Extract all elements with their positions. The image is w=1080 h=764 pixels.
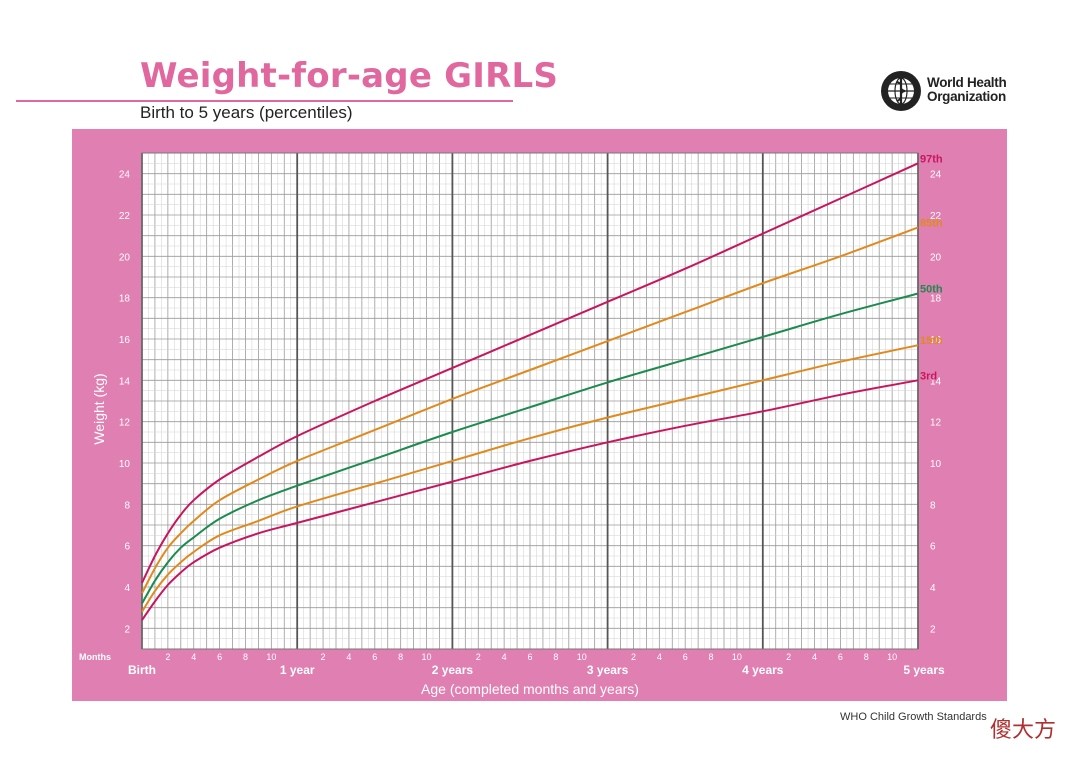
month-tick-label: 2 (786, 652, 791, 662)
who-logo: World Health Organization (880, 70, 1010, 114)
series-line-97th (141, 162, 919, 584)
month-tick-label: 8 (553, 652, 558, 662)
month-tick-label: 10 (887, 652, 897, 662)
month-tick-label: 6 (217, 652, 222, 662)
series-label-97th: 97th (920, 153, 943, 165)
y-tick-label-left: 8 (124, 500, 130, 511)
month-tick-label: 6 (372, 652, 377, 662)
month-tick-label: 10 (266, 652, 276, 662)
y-tick-label-left: 12 (119, 418, 131, 429)
y-tick-label-left: 22 (119, 211, 131, 222)
y-tick-label-right: 16 (930, 335, 942, 346)
month-tick-label: 10 (422, 652, 432, 662)
month-tick-label: 8 (398, 652, 403, 662)
month-tick-label: 2 (165, 652, 170, 662)
month-tick-label: 8 (243, 652, 248, 662)
month-tick-label: 4 (502, 652, 507, 662)
who-name-line2: Organization (927, 89, 1006, 104)
y-tick-label-left: 6 (124, 542, 130, 553)
y-tick-label-right: 18 (930, 294, 942, 305)
month-tick-label: 10 (732, 652, 742, 662)
x-axis-title: Age (completed months and years) (421, 681, 639, 697)
who-name: World Health Organization (927, 75, 1007, 104)
month-tick-label: 4 (346, 652, 351, 662)
y-tick-label-left: 2 (124, 624, 130, 635)
series-line-15th (141, 344, 919, 613)
chart-panel: 2 2 4 4 6 6 8 8 10 10 12 12 14 14 16 16 18 18 20 20 22 22 24 24… (72, 129, 1007, 701)
month-tick-label: 4 (657, 652, 662, 662)
y-tick-label-left: 20 (119, 252, 131, 263)
page-title: Weight-for-age GIRLS (140, 56, 559, 96)
y-tick-label-right: 20 (930, 252, 942, 263)
y-tick-label-right: 22 (930, 211, 942, 222)
y-tick-label-right: 14 (930, 376, 942, 387)
y-tick-label-right: 24 (930, 170, 942, 181)
plot-border (141, 152, 919, 650)
y-tick-label-left: 14 (119, 376, 131, 387)
year-label: Birth (128, 663, 156, 677)
months-label: Months (79, 652, 111, 662)
month-tick-label: 2 (631, 652, 636, 662)
series-label-3rd: 3rd (920, 370, 937, 382)
y-tick-label-right: 2 (930, 624, 936, 635)
month-tick-label: 4 (191, 652, 196, 662)
year-label: 3 years (587, 663, 629, 677)
year-label: 2 years (432, 663, 474, 677)
watermark: 傻大方 (990, 718, 1057, 743)
series-line-3rd (141, 379, 919, 621)
y-tick-label-right: 4 (930, 583, 936, 594)
y-tick-label-left: 18 (119, 294, 131, 305)
year-label: 1 year (280, 663, 315, 677)
y-tick-label-right: 8 (930, 500, 936, 511)
series-label-50th: 50th (920, 284, 943, 296)
y-tick-label-left: 10 (119, 459, 131, 470)
y-tick-label-left: 4 (124, 583, 130, 594)
series-label-85th: 85th (920, 217, 943, 229)
series-label-15th: 15th (920, 335, 943, 347)
series-line-85th (141, 226, 919, 594)
y-tick-label-left: 24 (119, 170, 131, 181)
month-tick-label: 8 (709, 652, 714, 662)
month-tick-label: 6 (527, 652, 532, 662)
month-tick-label: 4 (812, 652, 817, 662)
page-subtitle: Birth to 5 years (percentiles) (140, 103, 353, 122)
month-tick-label: 8 (864, 652, 869, 662)
y-tick-label-right: 10 (930, 459, 942, 470)
y-tick-label-right: 12 (930, 418, 942, 429)
month-tick-label: 6 (838, 652, 843, 662)
month-tick-label: 6 (683, 652, 688, 662)
who-emblem-icon (881, 71, 921, 111)
series-line-50th (141, 292, 919, 605)
year-label: 5 years (903, 663, 945, 677)
who-name-line1: World Health (927, 75, 1007, 90)
source-note: WHO Child Growth Standards (840, 711, 987, 723)
y-tick-label-left: 16 (119, 335, 131, 346)
month-tick-label: 10 (577, 652, 587, 662)
year-label: 4 years (742, 663, 784, 677)
title-underline (16, 100, 513, 102)
y-axis-title: Weight (kg) (91, 373, 107, 444)
month-tick-label: 2 (321, 652, 326, 662)
y-tick-label-right: 6 (930, 542, 936, 553)
month-tick-label: 2 (476, 652, 481, 662)
